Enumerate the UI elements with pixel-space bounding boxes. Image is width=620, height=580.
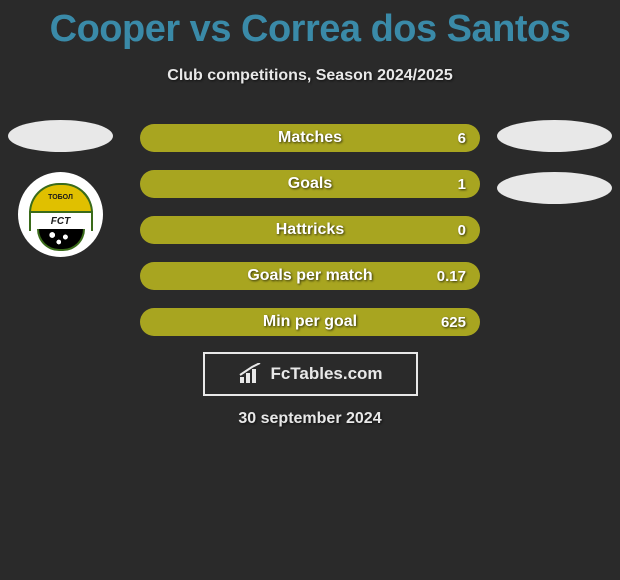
player-name-oval-left bbox=[8, 120, 113, 152]
stat-row-matches: Matches 6 bbox=[140, 124, 480, 152]
player-name-oval-right-1 bbox=[497, 120, 612, 152]
club-badge-left: ТОБОЛ FCT bbox=[18, 172, 103, 257]
stat-row-goals-per-match: Goals per match 0.17 bbox=[140, 262, 480, 290]
badge-ball-icon bbox=[37, 229, 85, 251]
badge-top-text: ТОБОЛ bbox=[29, 183, 93, 213]
stat-value: 1 bbox=[458, 176, 466, 193]
stat-row-goals: Goals 1 bbox=[140, 170, 480, 198]
date-label: 30 september 2024 bbox=[0, 410, 620, 428]
page-title: Cooper vs Correa dos Santos bbox=[0, 0, 620, 51]
stat-label: Matches bbox=[278, 129, 342, 147]
subtitle: Club competitions, Season 2024/2025 bbox=[0, 67, 620, 85]
stat-value: 0 bbox=[458, 222, 466, 239]
stat-label: Goals per match bbox=[247, 267, 372, 285]
stat-label: Hattricks bbox=[276, 221, 344, 239]
brand-logo-box[interactable]: FcTables.com bbox=[203, 352, 418, 396]
stat-label: Goals bbox=[288, 175, 332, 193]
right-player-column bbox=[497, 120, 612, 224]
player-name-oval-right-2 bbox=[497, 172, 612, 204]
badge-mid-text: FCT bbox=[29, 213, 93, 231]
chart-icon bbox=[238, 363, 264, 385]
stat-value: 6 bbox=[458, 130, 466, 147]
left-player-column: ТОБОЛ FCT bbox=[8, 120, 113, 257]
stat-label: Min per goal bbox=[263, 313, 357, 331]
stat-value: 625 bbox=[441, 314, 466, 331]
stat-row-hattricks: Hattricks 0 bbox=[140, 216, 480, 244]
stats-panel: Matches 6 Goals 1 Hattricks 0 Goals per … bbox=[140, 124, 480, 354]
stat-value: 0.17 bbox=[437, 268, 466, 285]
stat-row-min-per-goal: Min per goal 625 bbox=[140, 308, 480, 336]
brand-name: FcTables.com bbox=[270, 364, 382, 384]
